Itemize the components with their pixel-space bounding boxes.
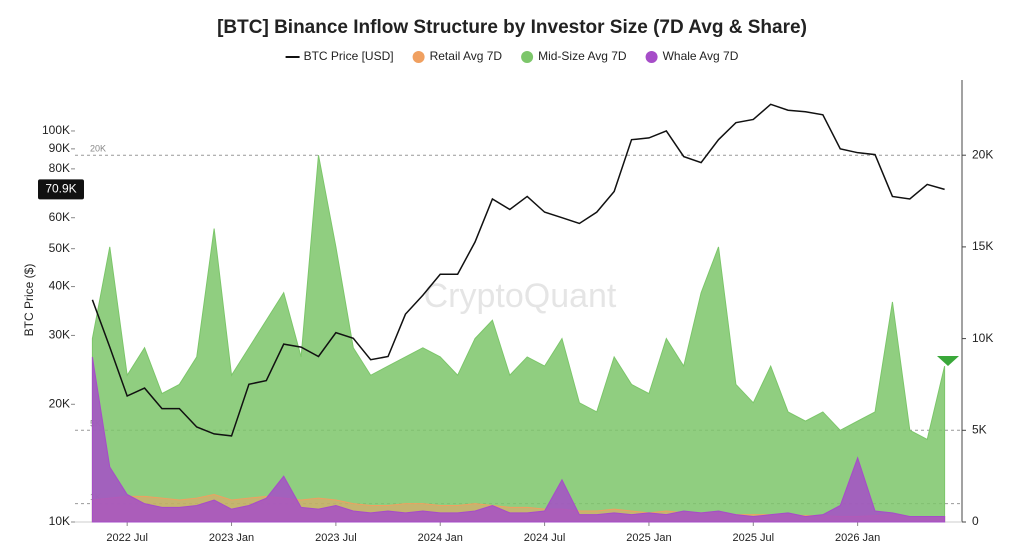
legend-label: Retail Avg 7D [430,49,503,63]
y2-tick-label: 20K [972,147,993,161]
y-tick-label: 40K [49,279,70,293]
y-tick-label: 80K [49,161,70,175]
legend-label: Mid-Size Avg 7D [538,49,627,63]
watermark: CryptoQuant [424,277,617,315]
x-tick-label: 2023 Jan [209,532,254,544]
area [91,155,946,523]
price-line [91,103,945,437]
legend-label: Whale Avg 7D [663,49,739,63]
y-tick-label: 30K [49,328,70,342]
y2-tick-label: 0 [972,514,979,528]
end-marker [937,356,959,366]
y-tick-label: 100K [42,123,70,137]
x-tick-label: 2024 Jul [524,532,566,544]
y2-tick-label: 15K [972,239,993,253]
y-tick-label: 10K [49,514,70,528]
x-tick-label: 2025 Jan [626,532,671,544]
x-tick-label: 2022 Jul [106,532,148,544]
y-tick-label: 60K [49,210,70,224]
legend-symbol [645,51,658,63]
y-tick-label: 20K [49,396,70,410]
y-tick-label: 90K [49,141,70,155]
price-badge-label: 70.9K [45,182,76,196]
price-badge [38,179,84,200]
chart-title: [BTC] Binance Inflow Structure by Invest… [217,17,807,38]
x-tick-label: 2024 Jan [418,532,463,544]
x-tick-label: 2025 Jul [732,532,774,544]
x-tick-label: 2023 Jul [315,532,357,544]
y2-tick-label: 10K [972,331,993,345]
legend-symbol [521,51,534,63]
y2-tick-label: 5K [972,422,987,436]
y-tick-label: 50K [49,241,70,255]
legend-symbol [412,51,425,63]
legend-label: BTC Price [USD] [304,49,394,63]
reference-label: 20K [90,144,106,154]
area [91,356,946,523]
y-axis-label: BTC Price ($) [22,264,36,337]
x-tick-label: 2026 Jan [835,532,880,544]
